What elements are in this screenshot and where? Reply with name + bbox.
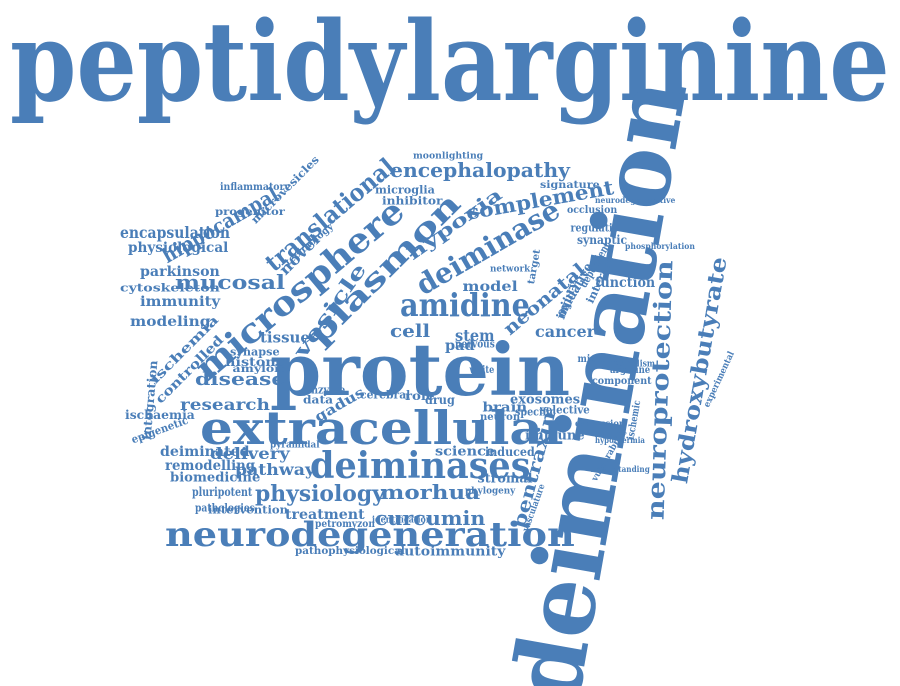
word: occlusion [567,205,618,216]
word: target [526,248,544,286]
word: signature [540,180,600,191]
word: function [595,275,656,291]
word: metabolism [605,359,655,370]
word: curcumin [375,506,486,530]
word: inhibitor [382,194,443,208]
word: pluripotent [192,485,253,499]
word: treatment [285,507,365,523]
word: phosphorylation [625,241,695,251]
word: peptidylarginine [10,0,890,126]
word: brain [482,400,528,416]
word: biomedicine [170,470,261,486]
word: pathologies [195,501,255,515]
word: disease [195,369,286,390]
word: regulation [570,221,626,235]
word: physiology [255,481,385,507]
word: intervention [208,503,289,517]
word: research [180,395,270,414]
word: cell [390,321,431,342]
word: neurodegeneration [165,515,575,555]
word: component [592,376,652,387]
word: neurodegenerative [595,195,676,205]
word: phylogeny [465,486,516,497]
word: synaptic [577,233,628,247]
word: stem [455,326,495,345]
word: data [303,393,334,407]
word: remodelling [165,458,256,474]
word: modeling [130,314,211,330]
word: microglia [375,183,435,197]
word: enzyme [305,383,346,397]
word: petromyzon [315,519,375,530]
word: expression [575,419,625,430]
word: mucosal [175,270,286,294]
word: induced [485,445,535,459]
word: deiminated [160,444,250,460]
word: inflammatory [220,182,290,193]
word: specific [515,405,556,419]
word: encephalopathy [390,158,570,182]
word: physiological [128,240,229,256]
word: pyramidal [270,440,320,451]
word: white [469,365,495,376]
word: pathophysiological [295,546,405,557]
word: hypothermia [595,435,645,445]
word: identification [372,515,432,526]
word: immune [525,428,585,444]
word: science [435,444,496,460]
word: histone [225,355,285,369]
word: neuron [480,412,521,423]
word: amidine [400,286,530,324]
word: progenitor [215,207,285,218]
word: arginine [610,365,651,376]
word: drug [425,393,455,407]
word: immunity [140,294,221,310]
word: extracellular [200,401,571,455]
word: moonlighting [413,151,484,162]
word: delivery [210,444,290,463]
word: role [405,389,435,403]
word: encapsulation [120,223,230,242]
word: parkinson [140,264,220,280]
word: pad [445,338,475,354]
word: nervous [455,337,495,351]
word: understanding [590,464,650,474]
word: morhua [380,480,481,504]
word: autoimmunity [395,544,506,560]
word: exosomes [510,392,581,408]
word: deiminases [310,445,531,487]
word: model [462,279,518,295]
word: cerebral [360,388,411,402]
word: pathway [235,460,316,479]
word: cytoskeleton [120,281,220,295]
word: microrna [577,354,623,365]
word: protein [270,327,571,412]
word: network [490,264,531,275]
word: selective [540,403,590,417]
word: synapse [230,345,280,359]
word: ischaemia [125,408,195,422]
word: amyloid [232,364,288,375]
word: cancer [535,322,596,341]
word: stromal [477,471,533,487]
word: tissue [260,328,310,347]
